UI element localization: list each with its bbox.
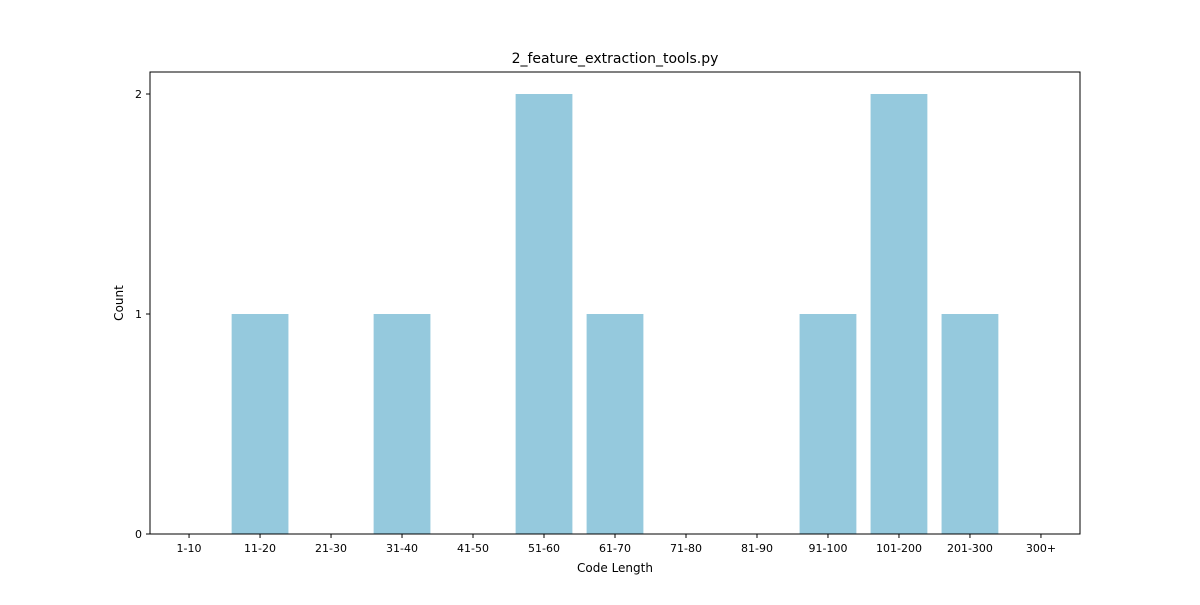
x-tick-label: 1-10 <box>177 542 202 555</box>
x-tick-label: 41-50 <box>457 542 489 555</box>
bar-51-60 <box>515 94 573 534</box>
x-tick-label: 201-300 <box>947 542 993 555</box>
y-axis: 0 1 2 <box>135 88 150 541</box>
x-tick-label: 31-40 <box>386 542 418 555</box>
y-tick-label: 0 <box>135 528 142 541</box>
bar-101-200 <box>870 94 928 534</box>
x-tick-label: 101-200 <box>876 542 922 555</box>
x-tick-label: 51-60 <box>528 542 560 555</box>
bar-91-100 <box>799 314 857 534</box>
bar-201-300 <box>941 314 999 534</box>
x-tick-label: 81-90 <box>741 542 773 555</box>
bars-group <box>231 94 999 534</box>
bar-61-70 <box>586 314 644 534</box>
bar-31-40 <box>373 314 431 534</box>
x-tick-label: 61-70 <box>599 542 631 555</box>
y-tick-label: 1 <box>135 308 142 321</box>
x-axis: 1-10 11-20 21-30 31-40 41-50 51-60 61-70 71-80 8… <box>177 534 1056 555</box>
x-tick-label: 71-80 <box>670 542 702 555</box>
x-tick-label: 11-20 <box>244 542 276 555</box>
bar-11-20 <box>231 314 289 534</box>
x-tick-label: 300+ <box>1026 542 1056 555</box>
chart-title: 2_feature_extraction_tools.py <box>512 51 719 67</box>
x-tick-label: 21-30 <box>315 542 347 555</box>
y-tick-label: 2 <box>135 88 142 101</box>
x-tick-label: 91-100 <box>808 542 847 555</box>
x-axis-label: Code Length <box>577 561 653 575</box>
y-axis-label: Count <box>112 285 126 321</box>
